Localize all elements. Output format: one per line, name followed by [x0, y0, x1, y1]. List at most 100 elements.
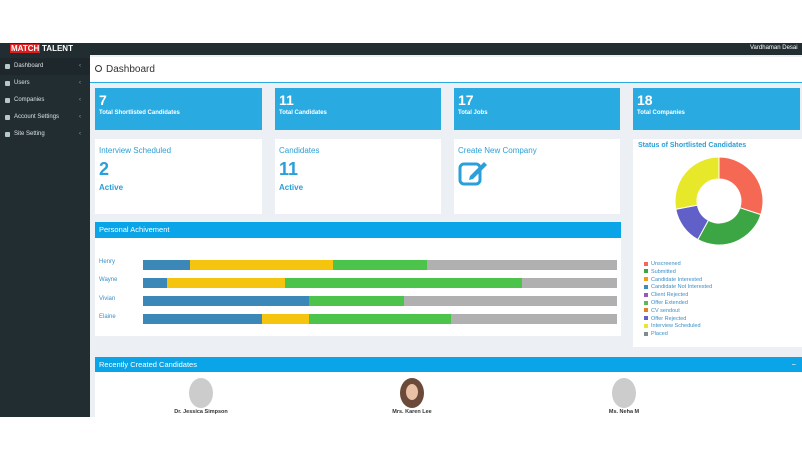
card[interactable]: Create New Company [454, 139, 620, 214]
person-name: Vivian [99, 295, 116, 302]
candidate-name[interactable]: Dr. Jessica Simpson [174, 409, 228, 415]
stat-value: 11 [279, 92, 294, 108]
person-name: Elaine [99, 313, 116, 320]
legend-item: Submitted [644, 268, 676, 276]
legend-swatch [644, 292, 648, 297]
navbar: MATCH TALENT Vardhaman Desai [0, 43, 802, 55]
legend-label: Candidate Not Interested [651, 284, 713, 291]
card-title: Create New Company [458, 146, 537, 155]
card-title: Interview Scheduled [99, 146, 172, 155]
legend-label: Offer Rejected [651, 315, 687, 322]
bar-segment [285, 277, 523, 288]
legend-item: Interview Scheduled [644, 322, 701, 330]
legend-label: Interview Scheduled [651, 323, 701, 330]
card-status: Active [279, 183, 304, 192]
panel-title: Status of Shortlisted Candidates [638, 142, 747, 149]
legend-swatch [644, 300, 648, 305]
bar-segment [143, 259, 191, 270]
avatar [400, 378, 424, 408]
stat-box: 18 Total Companies [633, 88, 800, 130]
legend-label: Candidate Interested [651, 276, 703, 283]
legend-label: Client Rejected [651, 292, 689, 299]
legend-label: Unscreened [651, 261, 681, 267]
card-value: 2 [99, 159, 110, 179]
bar-segment [143, 277, 167, 288]
candidate-name[interactable]: Mrs. Karen Lee [392, 409, 432, 415]
menu-item[interactable]: Companies ‹ [0, 92, 90, 109]
legend-item: Unscreened [644, 260, 681, 268]
menu-label: Companies [14, 97, 45, 103]
bar-segment [143, 314, 262, 325]
page-header: Dashboard [90, 57, 802, 83]
stat-value: 18 [637, 92, 653, 108]
legend-swatch [644, 316, 648, 321]
panel-header: Recently Created Candidates − [95, 357, 802, 372]
bar-segment [166, 277, 286, 288]
menu-item[interactable]: Site Setting ‹ [0, 126, 90, 143]
stat-value: 17 [458, 92, 474, 108]
legend-label: Offer Extended [651, 300, 688, 306]
donut-chart [674, 156, 764, 246]
panel-title: Recently Created Candidates [99, 360, 197, 369]
bar-segment [451, 314, 617, 325]
legend-item: Candidate Not Interested [644, 283, 712, 291]
stat-box: 7 Total Shortlisted Candidates [95, 88, 262, 130]
menu-label: Users [14, 80, 30, 86]
menu-item[interactable]: Dashboard ‹ [0, 58, 90, 75]
legend-item: Candidate Interested [644, 276, 702, 284]
legend-item: CV sendout [644, 307, 680, 315]
bar-segment [403, 296, 617, 307]
person-name: Henry [99, 259, 116, 265]
stat-box: 11 Total Candidates [275, 88, 441, 130]
brand[interactable]: TALENT [42, 44, 73, 53]
bar-segment [308, 296, 404, 307]
card[interactable]: Candidates 11 Active [275, 139, 441, 214]
sidebar: Dashboard ‹ Users ‹ Companies ‹ Account Set… [0, 55, 90, 417]
stat-label: Total Companies [637, 110, 685, 116]
collapse-button[interactable]: − [791, 360, 796, 369]
panel-header: Personal Achivement [95, 222, 621, 238]
legend-item: Offer Rejected [644, 315, 686, 323]
legend-item: Client Rejected [644, 291, 688, 299]
card-status: Active [99, 183, 124, 192]
legend-item: Offer Extended [644, 299, 688, 307]
card[interactable]: Interview Scheduled 2 Active [95, 139, 262, 214]
donut-slice [697, 207, 762, 246]
recent-panel: Recently Created Candidates − [95, 357, 802, 417]
legend-swatch [644, 277, 648, 282]
menu-item[interactable]: Account Settings ‹ [0, 109, 90, 126]
stat-label: Total Jobs [458, 110, 488, 116]
stat-value: 7 [99, 92, 107, 108]
page-title: Dashboard [106, 64, 155, 75]
avatar [189, 378, 213, 408]
stat-label: Total Shortlisted Candidates [99, 110, 180, 116]
bar-segment [427, 259, 617, 270]
menu-label: Site Setting [14, 131, 45, 137]
legend-swatch [644, 284, 648, 289]
legend-swatch [644, 331, 648, 336]
legend-label: CV sendout [651, 307, 680, 314]
bar-segment [143, 296, 309, 307]
edit-icon [458, 162, 487, 186]
bar-segment [332, 259, 428, 270]
stat-label: Total Candidates [279, 110, 327, 116]
user-menu[interactable]: Vardhaman Desai [750, 45, 798, 51]
brand[interactable]: MATCH [10, 44, 41, 53]
card-title: Candidates [279, 146, 320, 155]
stat-box: 17 Total Jobs [454, 88, 620, 130]
legend-item: Placed [644, 330, 668, 338]
bar-segment [308, 314, 452, 325]
menu-item[interactable]: Users ‹ [0, 75, 90, 92]
card-value: 11 [279, 159, 299, 179]
candidate-name[interactable]: Ms. Neha M [608, 409, 640, 415]
legend-swatch [644, 323, 648, 328]
bar-segment [261, 314, 309, 325]
avatar [612, 378, 636, 408]
bar-segment [522, 277, 617, 288]
donut-slice [674, 156, 720, 210]
legend-swatch [644, 261, 648, 266]
bar-segment [190, 259, 333, 270]
person-name: Wayne [99, 277, 118, 284]
menu-label: Account Settings [14, 114, 60, 120]
